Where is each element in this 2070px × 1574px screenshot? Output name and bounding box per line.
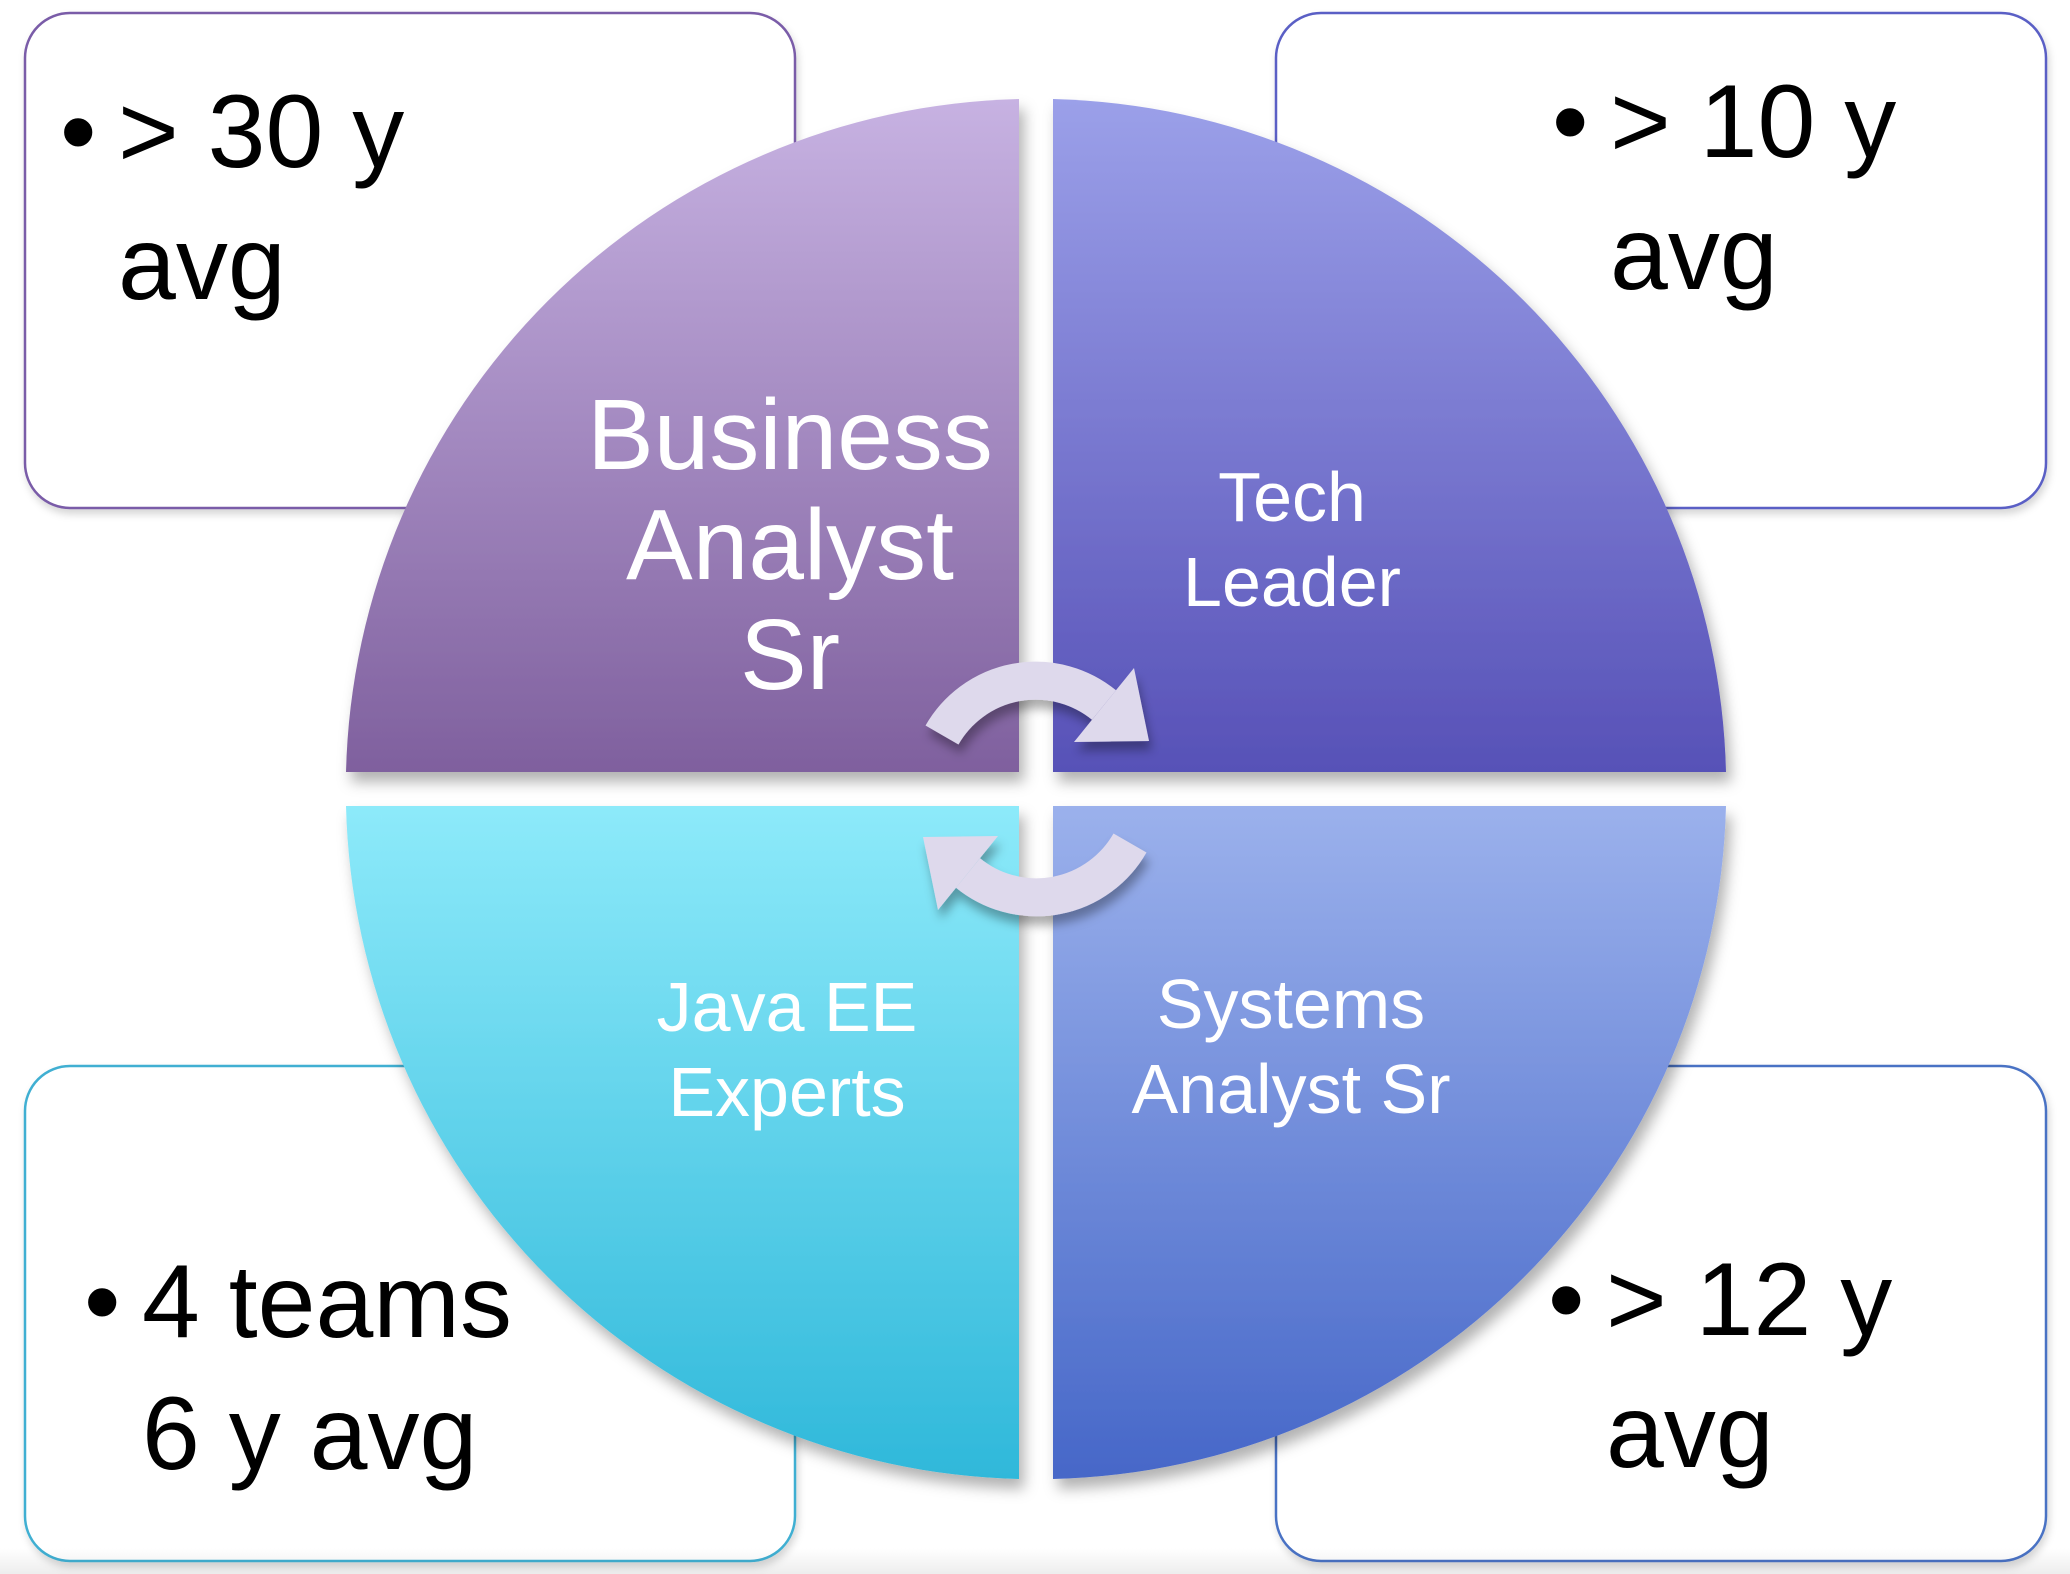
callout-top-left-lines: > 30 y avg	[118, 66, 404, 330]
quadrant-java-ee-experts	[346, 806, 1019, 1479]
bullet-icon: •	[1552, 64, 1589, 180]
callout-line: avg	[1606, 1374, 1774, 1491]
cycle-arrows	[923, 661, 1149, 917]
quadrant-label-line: Java EE	[656, 968, 918, 1046]
callout-line: avg	[118, 206, 286, 323]
cycle-arrow-bottom	[956, 833, 1147, 917]
callout-line: > 10 y	[1610, 64, 1897, 180]
quadrant-label-line: Systems	[1156, 965, 1426, 1043]
callout-line: 6 y avg	[142, 1376, 478, 1493]
quadrant-label-line: Tech	[1218, 458, 1366, 536]
quadrant-label-tech-leader: Tech Leader	[992, 455, 1592, 626]
quadrant-systems-analyst	[1053, 806, 1726, 1479]
quadrant-label-line: Experts	[668, 1053, 906, 1132]
callout-bottom-right: • > 12 y avg	[1548, 1234, 1892, 1498]
bullet-icon: •	[60, 74, 97, 190]
quadrant-label-business-analyst: Business Analyst Sr	[490, 380, 1090, 710]
callout-line: > 12 y	[1606, 1242, 1893, 1358]
quadrant-tech-leader	[1053, 99, 1726, 772]
callout-top-right: • > 10 y avg	[1552, 56, 1896, 320]
bullet-icon: •	[84, 1244, 121, 1360]
bullet-icon: •	[1548, 1242, 1585, 1358]
slide-bottom-shadow	[0, 1548, 2070, 1574]
quadrant-wedges	[346, 99, 1726, 1479]
callout-top-right-lines: > 10 y avg	[1610, 56, 1896, 320]
quadrant-label-line: Sr	[740, 599, 840, 711]
callout-bottom-left-lines: 4 teams 6 y avg	[142, 1236, 512, 1500]
quadrant-label-line: Leader	[1183, 543, 1401, 622]
callout-bottom-left: • 4 teams 6 y avg	[84, 1236, 512, 1500]
callout-top-left: • > 30 y avg	[60, 66, 404, 330]
callout-line: 4 teams	[142, 1244, 512, 1360]
cycle-arrow-top	[925, 661, 1116, 745]
quadrant-label-line: Business	[587, 379, 993, 491]
quadrant-label-systems-analyst: Systems Analyst Sr	[991, 962, 1591, 1133]
quadrant-business-analyst	[346, 99, 1019, 772]
cycle-arrow-top-head-icon	[1074, 668, 1149, 742]
quadrant-label-line: Analyst	[626, 489, 954, 601]
callout-bottom-right-lines: > 12 y avg	[1606, 1234, 1892, 1498]
quadrant-label-java-ee-experts: Java EE Experts	[487, 965, 1087, 1136]
callout-line: avg	[1610, 196, 1778, 313]
callout-line: > 30 y	[118, 74, 405, 190]
quadrant-label-line: Analyst Sr	[1131, 1050, 1451, 1129]
cycle-arrow-bottom-head-icon	[923, 836, 998, 910]
